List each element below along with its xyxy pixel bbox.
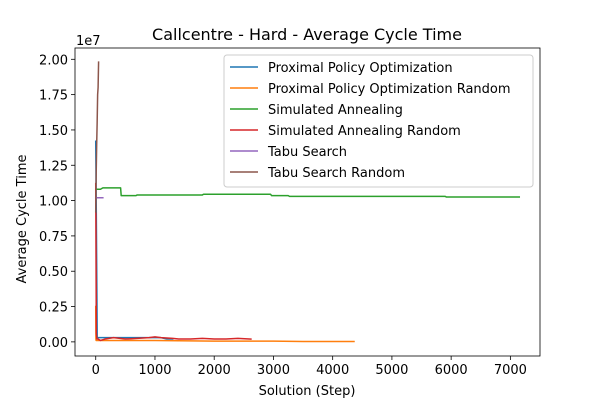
chart-title: Callcentre - Hard - Average Cycle Time [152,25,462,44]
legend-label-4: Tabu Search [267,145,347,160]
y-tick-label-3: 0.75 [39,230,68,245]
y-tick-label-0: 0.00 [39,336,68,351]
legend: Proximal Policy Optimization Proximal Pol… [223,54,534,188]
y-tick-label-1: 0.25 [39,301,68,316]
x-tick-label-0: 0 [92,363,100,378]
y-axis-label: Average Cycle Time [15,155,30,284]
y-offset-label: 1e7 [76,34,101,49]
y-tick-label-8: 2.00 [39,53,68,68]
x-tick-label-6: 6000 [435,363,468,378]
x-axis-label: Solution (Step) [259,384,356,399]
legend-label-2: Simulated Annealing [268,103,403,118]
series-line-2 [94,187,521,198]
y-tick-label-4: 1.00 [39,195,68,210]
legend-label-1: Proximal Policy Optimization Random [268,82,511,97]
x-tick-label-2: 2000 [198,363,231,378]
series-line-5 [94,61,100,213]
legend-label-0: Proximal Policy Optimization [268,61,453,76]
x-tick-label-5: 5000 [375,363,408,378]
x-tick-label-1: 1000 [138,363,171,378]
y-tick-label-5: 1.25 [39,159,68,174]
y-tick-label-6: 1.50 [39,124,68,139]
y-tick-label-2: 0.50 [39,265,68,280]
plot-area: 0 1000 2000 3000 4000 5000 6000 7000 0.00 0.25 0.5… [39,47,541,378]
series-line-1 [94,305,355,343]
legend-label-5: Tabu Search Random [267,166,405,181]
series-line-3 [94,182,252,342]
y-tick-label-7: 1.75 [39,89,68,104]
legend-box [223,54,534,188]
x-tick-label-3: 3000 [257,363,290,378]
plot-frame [74,47,541,357]
legend-label-3: Simulated Annealing Random [268,124,461,139]
x-tick-label-4: 4000 [316,363,349,378]
x-tick-label-7: 7000 [494,363,527,378]
